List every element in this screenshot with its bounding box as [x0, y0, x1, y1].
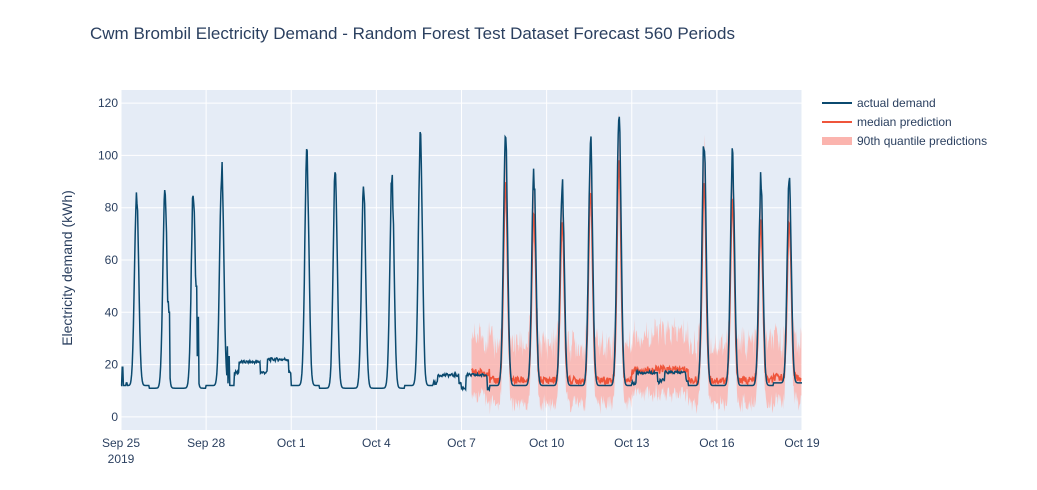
x-tick-label: Oct 13 — [614, 436, 650, 450]
y-axis-ticks: 0 20 40 60 80 100 120 — [98, 96, 118, 424]
legend-item[interactable]: median prediction — [822, 115, 952, 129]
x-axis-ticks: Sep 25 2019 Sep 28 Oct 1 Oct 4 Oct 7 Oct 10 Oct… — [102, 436, 820, 466]
x-tick-label: Oct 10 — [529, 436, 565, 450]
legend-label: median prediction — [857, 115, 952, 129]
y-tick-label: 80 — [105, 201, 119, 215]
legend-item[interactable]: 90th quantile predictions — [822, 134, 987, 148]
legend[interactable]: actual demand median prediction 90th quant… — [822, 96, 987, 148]
x-tick-label: Oct 7 — [447, 436, 476, 450]
chart-title: Cwm Brombil Electricity Demand - Random … — [90, 24, 735, 43]
actual-demand-line — [120, 116, 802, 393]
legend-label: actual demand — [857, 96, 936, 110]
quantile-band — [471, 111, 802, 415]
y-tick-label: 40 — [105, 305, 119, 319]
x-tick-label: Oct 16 — [699, 436, 735, 450]
x-tick-label: Oct 19 — [784, 436, 820, 450]
y-tick-label: 120 — [98, 96, 118, 110]
y-tick-label: 20 — [105, 358, 119, 372]
legend-label: 90th quantile predictions — [857, 134, 987, 148]
y-tick-label: 0 — [111, 410, 118, 424]
grid-lines — [120, 90, 803, 430]
legend-swatch — [822, 137, 852, 145]
x-tick-label: Sep 25 — [102, 436, 140, 450]
quantile-band-area — [471, 111, 802, 415]
y-axis-title: Electricity demand (kWh) — [59, 190, 75, 346]
x-tick-label: Sep 28 — [187, 436, 225, 450]
legend-item[interactable]: actual demand — [822, 96, 936, 110]
x-tick-sublabel: 2019 — [108, 452, 135, 466]
x-tick-label: Oct 4 — [362, 436, 391, 450]
series-lines — [120, 116, 802, 393]
y-tick-label: 100 — [98, 148, 118, 162]
x-tick-label: Oct 1 — [277, 436, 306, 450]
y-tick-label: 60 — [105, 253, 119, 267]
